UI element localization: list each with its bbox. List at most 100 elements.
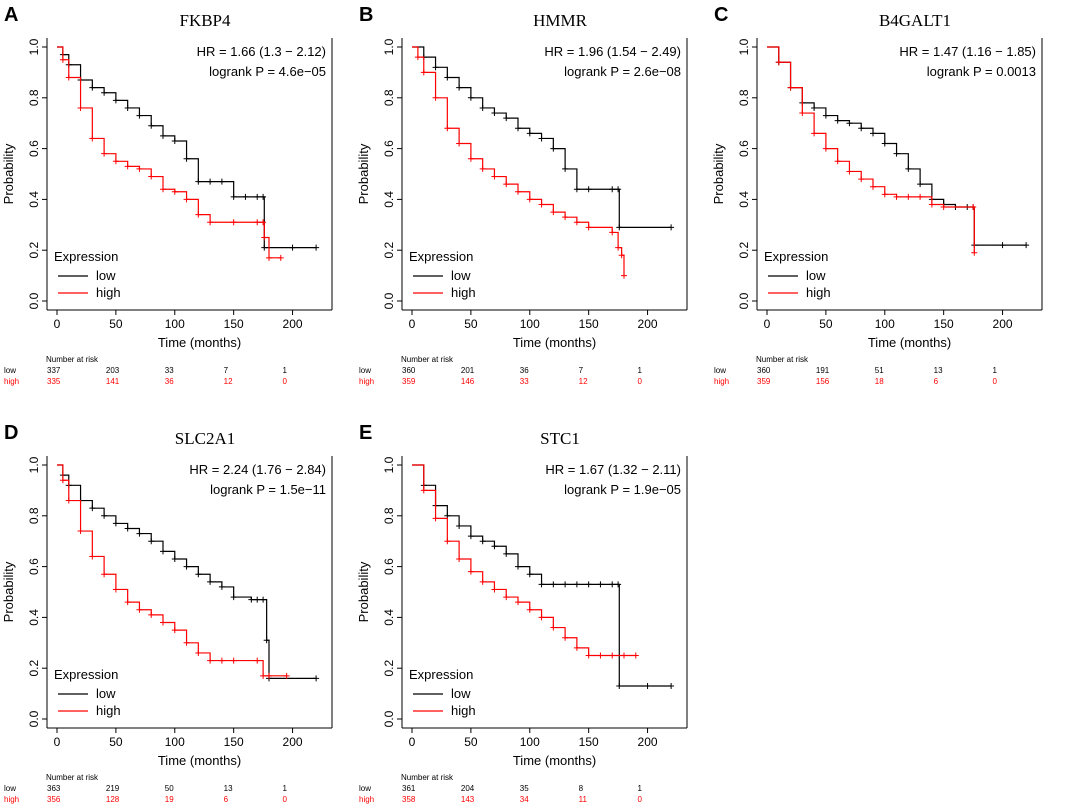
censor-mark-high — [171, 627, 178, 634]
risk-value-high: 128 — [106, 795, 120, 804]
risk-value-low: 363 — [47, 784, 61, 793]
y-tick-label: 0.6 — [382, 140, 396, 157]
risk-value-high: 0 — [638, 377, 643, 386]
censor-mark-high — [905, 193, 912, 200]
risk-value-low: 7 — [579, 366, 584, 375]
censor-mark-high — [621, 272, 627, 279]
censor-mark-high — [207, 657, 214, 664]
censor-mark-high — [207, 219, 214, 226]
censor-mark-low — [195, 178, 202, 185]
y-tick-label: 0.8 — [27, 507, 41, 524]
risk-value-high: 19 — [165, 795, 174, 804]
legend: Expression low high — [54, 667, 121, 718]
risk-value-high: 359 — [402, 377, 416, 386]
chart-title: SLC2A1 — [175, 429, 235, 448]
censor-mark-high — [621, 652, 627, 659]
x-axis-label: Time (months) — [513, 753, 596, 768]
risk-value-high: 0 — [283, 795, 288, 804]
censor-mark-low — [260, 193, 267, 200]
logrank-p: logrank P = 1.5e−11 — [210, 482, 326, 497]
risk-row-label-high: high — [359, 377, 374, 386]
censor-mark-high — [526, 196, 533, 203]
y-tick-label: 0.0 — [27, 292, 41, 309]
y-tick-label: 0.2 — [382, 242, 396, 259]
x-tick-label: 50 — [109, 317, 123, 331]
censor-mark-low — [585, 581, 592, 588]
censor-mark-high — [550, 209, 557, 216]
censor-mark-high — [618, 252, 625, 259]
y-tick-label: 0.8 — [382, 89, 396, 106]
censor-mark-low — [160, 132, 166, 139]
x-tick-label: 200 — [993, 317, 1013, 331]
y-tick-label: 0.6 — [27, 140, 41, 157]
censor-mark-low — [538, 135, 545, 142]
x-tick-label: 100 — [520, 735, 540, 749]
logrank-p: logrank P = 2.6e−08 — [564, 64, 681, 79]
x-tick-label: 100 — [520, 317, 540, 331]
risk-value-high: 141 — [106, 377, 120, 386]
risk-value-low: 201 — [461, 366, 475, 375]
censor-mark-low — [261, 244, 268, 251]
y-tick-label: 0.6 — [737, 140, 751, 157]
x-axis-label: Time (months) — [513, 335, 596, 350]
risk-value-low: 1 — [283, 784, 288, 793]
censor-mark-low — [822, 112, 829, 119]
censor-mark-low — [526, 130, 533, 137]
censor-mark-low — [171, 137, 178, 144]
censor-mark-low — [289, 244, 296, 251]
axes: 0.0 0.2 0.4 0.6 0.8 1.0 0 50 100 150 200 — [27, 38, 333, 331]
risk-value-high: 359 — [757, 377, 771, 386]
legend-label-high: high — [96, 703, 121, 718]
censor-mark-low — [112, 97, 119, 104]
legend-label-high: high — [96, 285, 121, 300]
x-tick-label: 200 — [638, 735, 658, 749]
censor-mark-low — [834, 117, 841, 124]
risk-value-high: 0 — [283, 377, 288, 386]
km-curve-low — [412, 46, 672, 228]
x-tick-label: 150 — [934, 317, 954, 331]
censor-mark-low — [89, 505, 96, 512]
censor-mark-low — [112, 520, 119, 527]
risk-value-low: 51 — [875, 366, 884, 375]
censor-mark-low — [550, 145, 557, 152]
censor-mark-low — [183, 563, 190, 570]
panel-letter: E — [359, 422, 372, 444]
censor-mark-low — [573, 186, 580, 193]
y-tick-label: 0.8 — [27, 89, 41, 106]
censor-mark-high — [491, 586, 498, 593]
censor-mark-low — [254, 596, 261, 603]
censor-mark-high — [230, 219, 237, 226]
censor-mark-high — [260, 219, 267, 226]
risk-value-low: 191 — [816, 366, 830, 375]
y-axis-label: Probability — [1, 561, 16, 622]
censor-mark-high — [65, 74, 72, 81]
x-tick-label: 100 — [165, 317, 185, 331]
censor-mark-high — [573, 219, 580, 226]
x-tick-label: 0 — [764, 317, 771, 331]
km-panel-b: B HMMR 0.0 0.2 0.4 0.6 0.8 1.0 0 50 100 150 200 Proba… — [356, 4, 688, 386]
censor-mark-high — [160, 619, 166, 626]
censor-mark-high — [573, 644, 580, 651]
censor-mark-high — [444, 125, 451, 132]
y-axis-label: Probability — [356, 143, 371, 204]
x-tick-label: 150 — [579, 317, 599, 331]
x-axis-label: Time (months) — [158, 335, 241, 350]
censor-mark-high — [124, 599, 131, 606]
risk-table: Number at risk low 363 219 50 13 1 high 356 128 19… — [4, 773, 288, 804]
risk-value-high: 11 — [579, 795, 588, 804]
censor-mark-low — [479, 104, 486, 111]
censor-mark-high — [881, 191, 888, 198]
logrank-p: logrank P = 4.6e−05 — [209, 64, 326, 79]
censor-mark-high — [526, 606, 533, 613]
censor-mark-low — [609, 581, 616, 588]
x-axis-label: Time (months) — [158, 753, 241, 768]
km-panel-c: C B4GALT1 0.0 0.2 0.4 0.6 0.8 1.0 0 50 100 150 200 Pr… — [711, 4, 1043, 386]
risk-value-high: 358 — [402, 795, 416, 804]
y-tick-label: 0.8 — [737, 89, 751, 106]
risk-value-low: 36 — [520, 366, 529, 375]
censor-mark-low — [313, 244, 320, 251]
y-tick-label: 1.0 — [382, 456, 396, 473]
censor-mark-low — [1023, 242, 1030, 249]
chart-title: STC1 — [540, 429, 580, 448]
censor-mark-high — [283, 672, 290, 679]
